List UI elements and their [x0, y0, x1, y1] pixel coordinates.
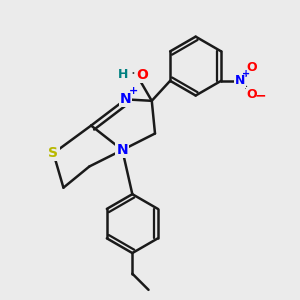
- Text: O: O: [247, 88, 257, 100]
- Text: H: H: [118, 68, 129, 81]
- Text: ·: ·: [131, 67, 136, 82]
- Text: O: O: [247, 61, 257, 74]
- Text: +: +: [242, 69, 250, 79]
- Text: S: S: [48, 146, 59, 160]
- Text: N: N: [235, 74, 245, 87]
- Text: −: −: [254, 88, 266, 103]
- Text: N: N: [116, 143, 128, 157]
- Text: N: N: [120, 92, 131, 106]
- Text: +: +: [129, 86, 138, 96]
- Text: O: O: [136, 68, 148, 82]
